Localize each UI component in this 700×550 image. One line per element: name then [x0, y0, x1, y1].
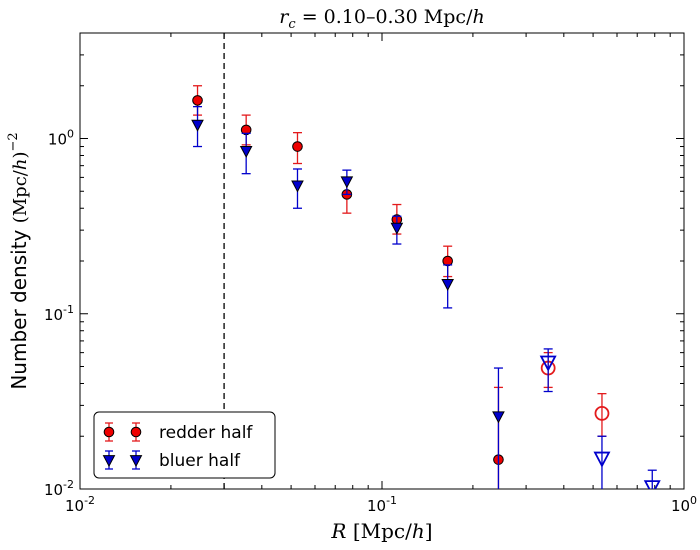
data-point: [593, 451, 611, 468]
legend: redder half bluer half: [93, 411, 276, 479]
legend-entry-redder: [103, 422, 142, 442]
data-point: [340, 176, 354, 189]
y-tick-label: 10-2: [44, 478, 74, 499]
data-point: [643, 480, 661, 489]
x-tick-label: 100: [671, 494, 697, 515]
data-point: [594, 406, 610, 421]
data-point: [539, 355, 557, 372]
data-point: [441, 279, 455, 292]
series-1: [191, 105, 661, 489]
legend-marker: [103, 426, 115, 438]
data-point: [192, 95, 203, 106]
data-point: [291, 180, 304, 193]
x-tick-label: 10-2: [65, 494, 95, 515]
chart-title: rc = 0.10–0.30 Mpc/h: [279, 6, 484, 32]
data-point: [292, 141, 303, 152]
y-tick-label: 100: [48, 128, 74, 149]
axis-ticks: [79, 33, 685, 490]
data-marks: [191, 85, 661, 489]
legend-label-bluer: bluer half: [159, 451, 241, 471]
data-point: [492, 411, 505, 424]
x-tick-labels: 10-2 10-1 100: [65, 494, 697, 515]
legend-entry-bluer: [102, 450, 143, 470]
legend-marker: [129, 455, 143, 468]
legend-marker: [130, 426, 142, 438]
data-point: [239, 145, 253, 159]
data-point: [390, 222, 404, 235]
y-axis-label: Number density (Mpc/h)−2: [6, 132, 31, 389]
x-tick-label: 10-1: [367, 494, 397, 515]
x-axis-label: R [Mpc/h]: [330, 519, 432, 543]
data-point: [191, 119, 204, 132]
legend-label-redder: redder half: [159, 423, 253, 443]
y-tick-label: 10-1: [44, 303, 74, 324]
y-tick-labels: 10-2 10-1 100: [44, 128, 74, 499]
legend-marker: [102, 455, 116, 468]
